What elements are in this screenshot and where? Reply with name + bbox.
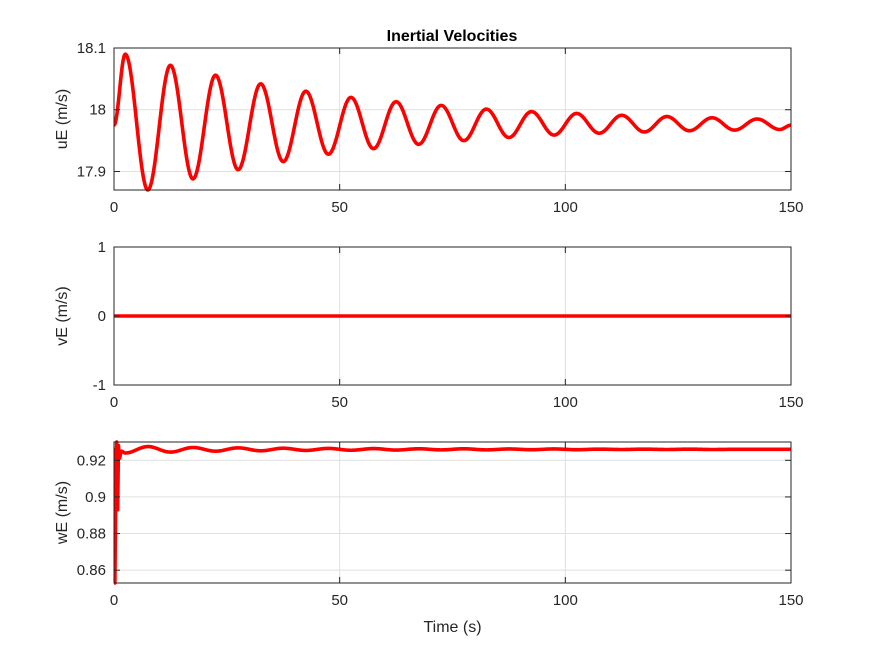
subplot-1: 0 50 100 150 17.9 18 18.1 uE (m/s) (54, 40, 804, 216)
subplot-3: 0 50 100 150 0.86 0.88 0.9 0.92 wE (m/s) Time (s) (54, 440, 804, 636)
x-tick-label: 50 (331, 592, 348, 609)
data-line (114, 52, 791, 192)
y-axis-label: uE (m/s) (54, 89, 71, 149)
x-tick-label: 100 (553, 592, 578, 609)
y-tick-label: 0.88 (77, 526, 106, 543)
x-tick-label: 100 (553, 394, 578, 411)
x-tick-label: 0 (110, 199, 118, 216)
y-tick-label: 17.9 (77, 163, 106, 180)
y-tick-label: 0.86 (77, 562, 106, 579)
x-tick-label: 50 (331, 394, 348, 411)
y-tick-label: 0.92 (77, 452, 106, 469)
x-tick-label: 100 (553, 199, 578, 216)
y-axis-label: vE (m/s) (54, 286, 71, 346)
axes-box (113, 441, 792, 584)
x-tick-label: 0 (110, 592, 118, 609)
data-line (114, 440, 791, 585)
y-tick-label: 0 (98, 308, 106, 325)
y-tick-label: -1 (93, 377, 106, 394)
y-tick-label: 18 (89, 102, 106, 119)
y-tick-label: 1 (98, 239, 106, 256)
y-axis-label: wE (m/s) (54, 481, 71, 545)
y-tick-label: 0.9 (85, 489, 106, 506)
x-axis-label: Time (s) (423, 619, 481, 636)
x-tick-label: 150 (778, 199, 803, 216)
chart-title: Inertial Velocities (387, 28, 518, 45)
axes-box (113, 47, 792, 191)
y-tick-label: 18.1 (77, 40, 106, 57)
x-tick-label: 0 (110, 394, 118, 411)
x-tick-label: 150 (778, 592, 803, 609)
x-tick-label: 150 (778, 394, 803, 411)
x-tick-label: 50 (331, 199, 348, 216)
